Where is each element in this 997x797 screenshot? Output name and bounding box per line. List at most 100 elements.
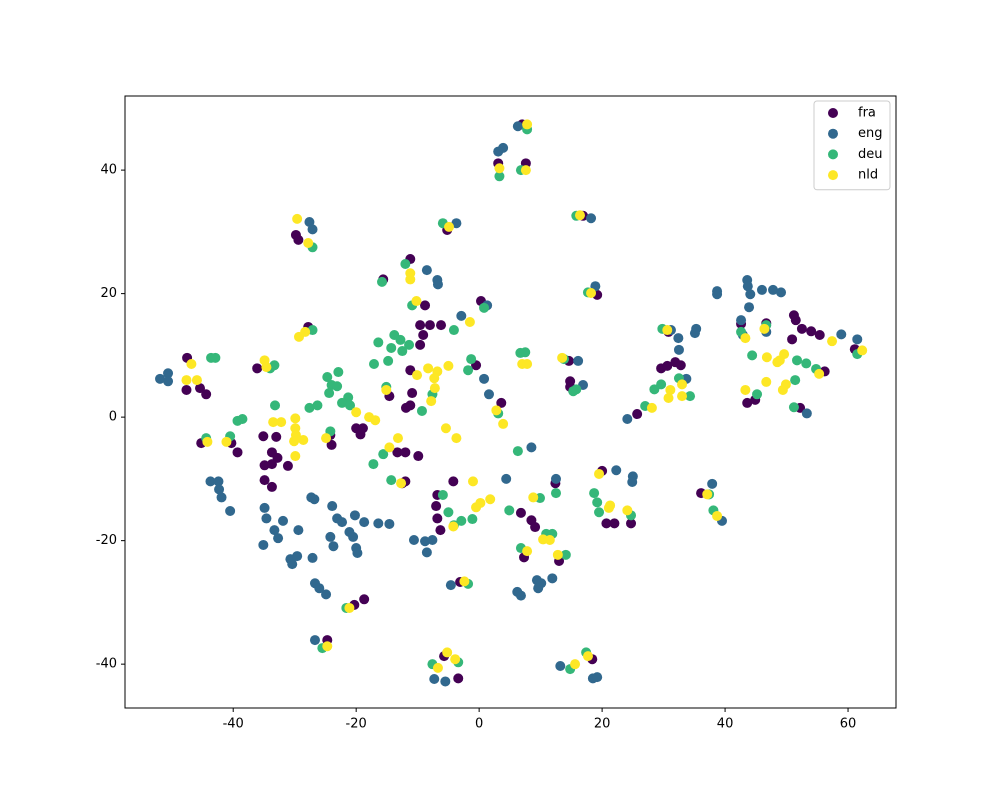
point [498, 418, 509, 429]
point [787, 334, 798, 345]
point [747, 350, 758, 361]
point [752, 389, 763, 400]
point [259, 460, 270, 471]
point [448, 521, 459, 532]
point [270, 400, 281, 411]
point [214, 484, 225, 495]
point [202, 436, 213, 447]
y-tick-label: 0 [109, 410, 117, 425]
point [483, 389, 494, 400]
point [586, 288, 597, 299]
point [779, 349, 790, 360]
point [622, 505, 633, 516]
point [309, 494, 320, 505]
point [456, 515, 467, 526]
point [712, 510, 723, 521]
point [512, 121, 523, 132]
point [432, 279, 443, 290]
point [269, 360, 280, 371]
point [369, 359, 380, 370]
point [373, 518, 384, 529]
point [404, 339, 415, 350]
point [611, 465, 622, 476]
point [261, 513, 272, 524]
x-tick-label: 40 [717, 717, 734, 732]
point [210, 352, 221, 363]
point [712, 289, 723, 300]
point [432, 513, 443, 524]
point [415, 339, 426, 350]
point [292, 551, 303, 562]
point [451, 218, 462, 229]
point [359, 594, 370, 605]
point [348, 531, 359, 542]
point [370, 415, 381, 426]
point [582, 651, 593, 662]
point [744, 302, 755, 313]
point [801, 358, 812, 369]
point [689, 328, 700, 339]
point [268, 417, 279, 428]
point [592, 497, 603, 508]
point [632, 409, 643, 420]
point [309, 635, 320, 646]
point [435, 525, 446, 536]
point [337, 397, 348, 408]
point [292, 213, 303, 224]
legend-label: deu [858, 147, 883, 162]
point [373, 337, 384, 348]
point [601, 518, 612, 529]
point [512, 446, 523, 457]
point [332, 381, 343, 392]
point [646, 402, 657, 413]
point [429, 673, 440, 684]
point [467, 514, 478, 525]
plot-area [155, 119, 868, 687]
point [431, 501, 442, 512]
point [252, 363, 263, 374]
point [550, 473, 561, 484]
point [555, 661, 566, 672]
point [278, 515, 289, 526]
point [326, 439, 337, 450]
point [702, 489, 713, 500]
point [594, 468, 605, 479]
point [557, 352, 568, 363]
point [627, 476, 638, 487]
point [328, 541, 339, 552]
point [533, 583, 544, 594]
point [594, 507, 605, 518]
point [307, 552, 318, 563]
point [544, 535, 555, 546]
point [216, 492, 227, 503]
point [440, 676, 451, 687]
point [213, 476, 224, 487]
point [237, 413, 248, 424]
legend-label: fra [858, 106, 876, 121]
point [293, 525, 304, 536]
point [589, 488, 600, 499]
point [736, 315, 747, 326]
point [444, 221, 455, 232]
point [592, 672, 603, 683]
point [337, 517, 348, 528]
point [300, 326, 311, 337]
point [155, 373, 166, 384]
point [466, 354, 477, 365]
point [453, 673, 464, 684]
point [857, 345, 868, 356]
point [407, 388, 418, 399]
point [685, 391, 696, 402]
y-tick-label: 20 [100, 286, 117, 301]
point [759, 323, 770, 334]
point [413, 451, 424, 462]
point [432, 662, 443, 673]
point [397, 346, 408, 357]
point [418, 329, 429, 340]
point [424, 320, 435, 331]
point [622, 413, 633, 424]
point [282, 460, 293, 471]
point [426, 396, 437, 407]
point [258, 431, 269, 442]
point [289, 436, 300, 447]
